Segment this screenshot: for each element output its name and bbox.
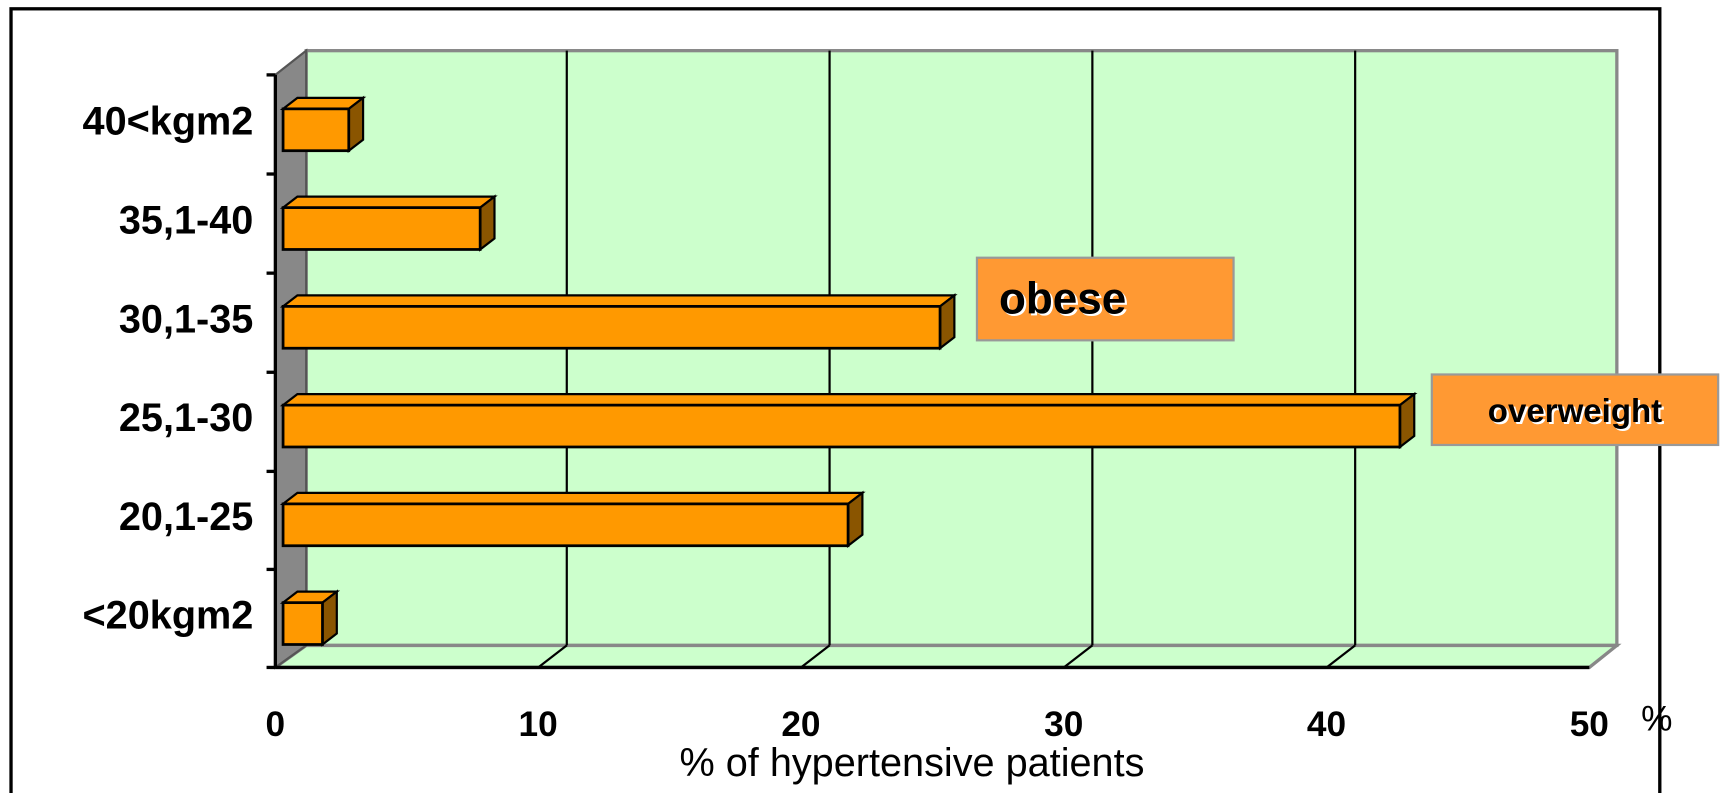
x-tick-label: 0: [266, 705, 286, 744]
grid-line: [1063, 644, 1094, 669]
y-tick-label: 25,1-30: [119, 396, 253, 440]
bar: [279, 391, 1418, 450]
x-tick-label: 20: [781, 705, 820, 744]
floor: [270, 643, 1622, 670]
x-axis-title: % of hypertensive patients: [679, 741, 1144, 785]
annotation: obese: [999, 274, 1126, 323]
annotation-shadow: overweight: [1490, 395, 1664, 432]
x-tick-label: 30: [1044, 705, 1083, 744]
x-tick-label: 10: [519, 705, 558, 744]
bar-top: [279, 294, 958, 308]
grid-line: [800, 644, 831, 669]
grid-line: [1325, 644, 1356, 669]
y-tick-label: 20,1-25: [119, 495, 253, 539]
y-tick-label: <20kgm2: [83, 594, 254, 638]
bar: [279, 194, 498, 252]
annotation-box: [975, 256, 1235, 342]
annotation: overweight: [1488, 393, 1662, 430]
bar: [279, 293, 958, 351]
annotation-box: [1430, 373, 1720, 447]
x-tick-label: 50: [1570, 705, 1609, 744]
bar-top: [279, 195, 498, 209]
y-tick-label: 40<kgm2: [83, 100, 254, 144]
y-tick-label: 30,1-35: [119, 297, 253, 341]
x-tick-label: 40: [1307, 705, 1346, 744]
bar: [279, 490, 866, 548]
bar-top: [279, 491, 866, 505]
bar-front: [281, 502, 850, 548]
bar-top: [279, 393, 1418, 407]
bar: [279, 589, 341, 647]
bar-front: [281, 304, 942, 350]
bar-front: [281, 206, 482, 251]
bar-front: [281, 403, 1402, 449]
bar: [279, 95, 367, 153]
x-unit: %: [1641, 700, 1672, 739]
annotation-shadow: obese: [1001, 277, 1128, 326]
bar-front: [281, 107, 351, 153]
grid-line: [537, 644, 568, 669]
y-tick-label: 35,1-40: [119, 199, 253, 243]
bar-front: [281, 601, 324, 646]
